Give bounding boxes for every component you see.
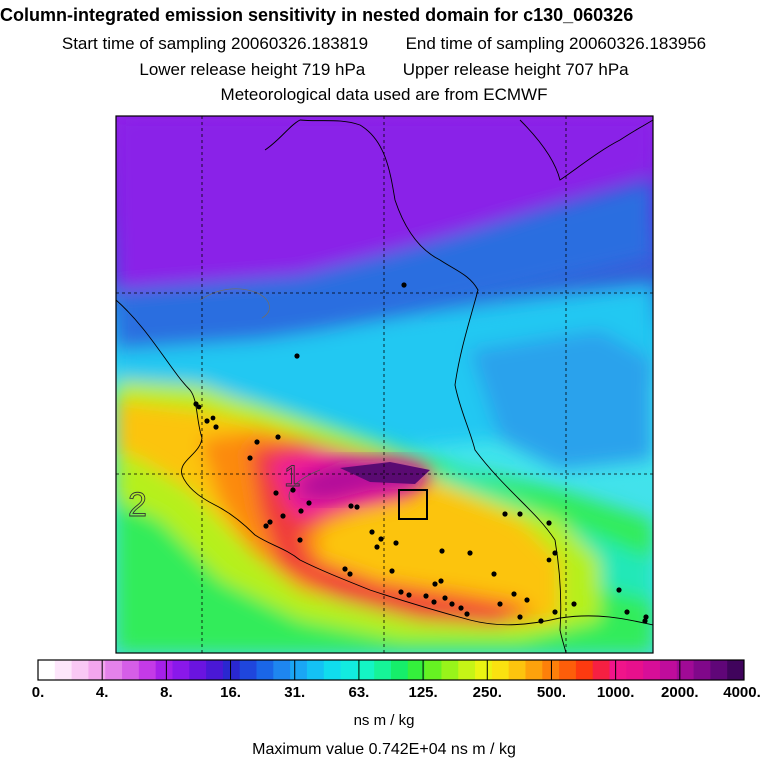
colorbar-cell [391, 660, 409, 680]
sampling-time-line: Start time of sampling 20060326.183819 E… [0, 34, 768, 54]
colorbar-cell [290, 660, 308, 680]
colorbar-cell [138, 660, 157, 680]
colorbar-cell [105, 660, 123, 680]
colorbar-cell [340, 660, 358, 680]
release-height-line: Lower release height 719 hPa Upper relea… [0, 60, 768, 80]
colorbar-cell [592, 660, 610, 680]
station-markers [193, 282, 649, 624]
colorbar-cell [88, 660, 106, 680]
colorbar-cell [491, 660, 510, 680]
upper-value: 707 hPa [565, 60, 629, 79]
colorbar-cell [441, 660, 459, 680]
colorbar-tick-label: 1000. [596, 684, 635, 701]
colorbar-cell [424, 660, 442, 680]
colorbar-cell [323, 660, 341, 680]
colorbar-cell [189, 660, 207, 680]
colorbar-cell [508, 660, 526, 680]
colorbar-ticks: 0. 4. 8. 16. 31. 63. 125. 250. 500. 1000. 2000. 400… [0, 684, 768, 706]
colorbar-cell [609, 660, 627, 680]
colorbar-cell [727, 660, 745, 680]
start-label: Start time of sampling [61, 34, 227, 53]
colorbar-cell [643, 660, 661, 680]
colorbar-tick-label: 2000. [661, 684, 699, 701]
colorbar-cell [525, 660, 543, 680]
chart-title: Column-integrated emission sensitivity i… [0, 5, 634, 25]
colorbar-tick-label: 250. [472, 684, 502, 701]
start-value: 20060326.183819 [231, 34, 369, 53]
colorbar-cell [710, 660, 728, 680]
colorbar-cell [38, 660, 56, 680]
lower-value: 719 hPa [301, 60, 366, 79]
colorbar-cell [676, 660, 694, 680]
upper-label: Upper release height [402, 60, 561, 79]
end-value: 20060326.183956 [569, 34, 707, 53]
colorbar-cell [626, 660, 644, 680]
colorbar-cell [239, 660, 257, 680]
colorbar-tick-label: 4000. [723, 684, 761, 701]
end-label: End time of sampling [405, 34, 565, 53]
colorbar-cell [306, 660, 325, 680]
colorbar-cell [256, 660, 274, 680]
colorbar-cell [206, 660, 224, 680]
sensitivity-field [116, 116, 653, 653]
colorbar-cell [542, 660, 560, 680]
colorbar-tick-label: 4. [95, 684, 109, 701]
colorbar-tick-label: 16. [220, 684, 241, 701]
colorbar-cell [458, 660, 476, 680]
colorbar-cell [475, 660, 493, 680]
colorbar-cell [155, 660, 173, 680]
colorbar-cell [575, 660, 594, 680]
colorbar-tick-label: 0. [31, 684, 45, 701]
colorbar-cell [559, 660, 577, 680]
colorbar-cell [71, 660, 89, 680]
max-value-label: Maximum value 0.742E+04 ns m / kg [252, 741, 516, 758]
colorbar-cell [273, 660, 291, 680]
contour-label-2: 2 [128, 486, 147, 524]
colorbar-cell [54, 660, 73, 680]
colorbar-cell [407, 660, 426, 680]
release-box-icon [398, 489, 428, 520]
map-frame [115, 115, 654, 654]
colorbar-tick-label: 125. [408, 684, 438, 701]
colorbar [37, 659, 745, 681]
colorbar-tick-label: 8. [160, 684, 173, 701]
contour-label-1: 1 [284, 460, 301, 493]
colorbar-tick-label: 31. [284, 684, 306, 701]
colorbar-cell [357, 660, 375, 680]
colorbar-tick-label: 63. [348, 684, 370, 701]
colorbar-cell [693, 660, 711, 680]
colorbar-cell [172, 660, 190, 680]
colorbar-cell [122, 660, 140, 680]
colorbar-cell [374, 660, 392, 680]
unit-label: ns m / kg [353, 712, 415, 729]
colorbar-cell [659, 660, 678, 680]
lower-label: Lower release height [139, 60, 298, 79]
colorbar-cell [222, 660, 241, 680]
met-data-line: Meteorological data used are from ECMWF [220, 85, 548, 104]
colorbar-tick-label: 500. [536, 684, 567, 701]
